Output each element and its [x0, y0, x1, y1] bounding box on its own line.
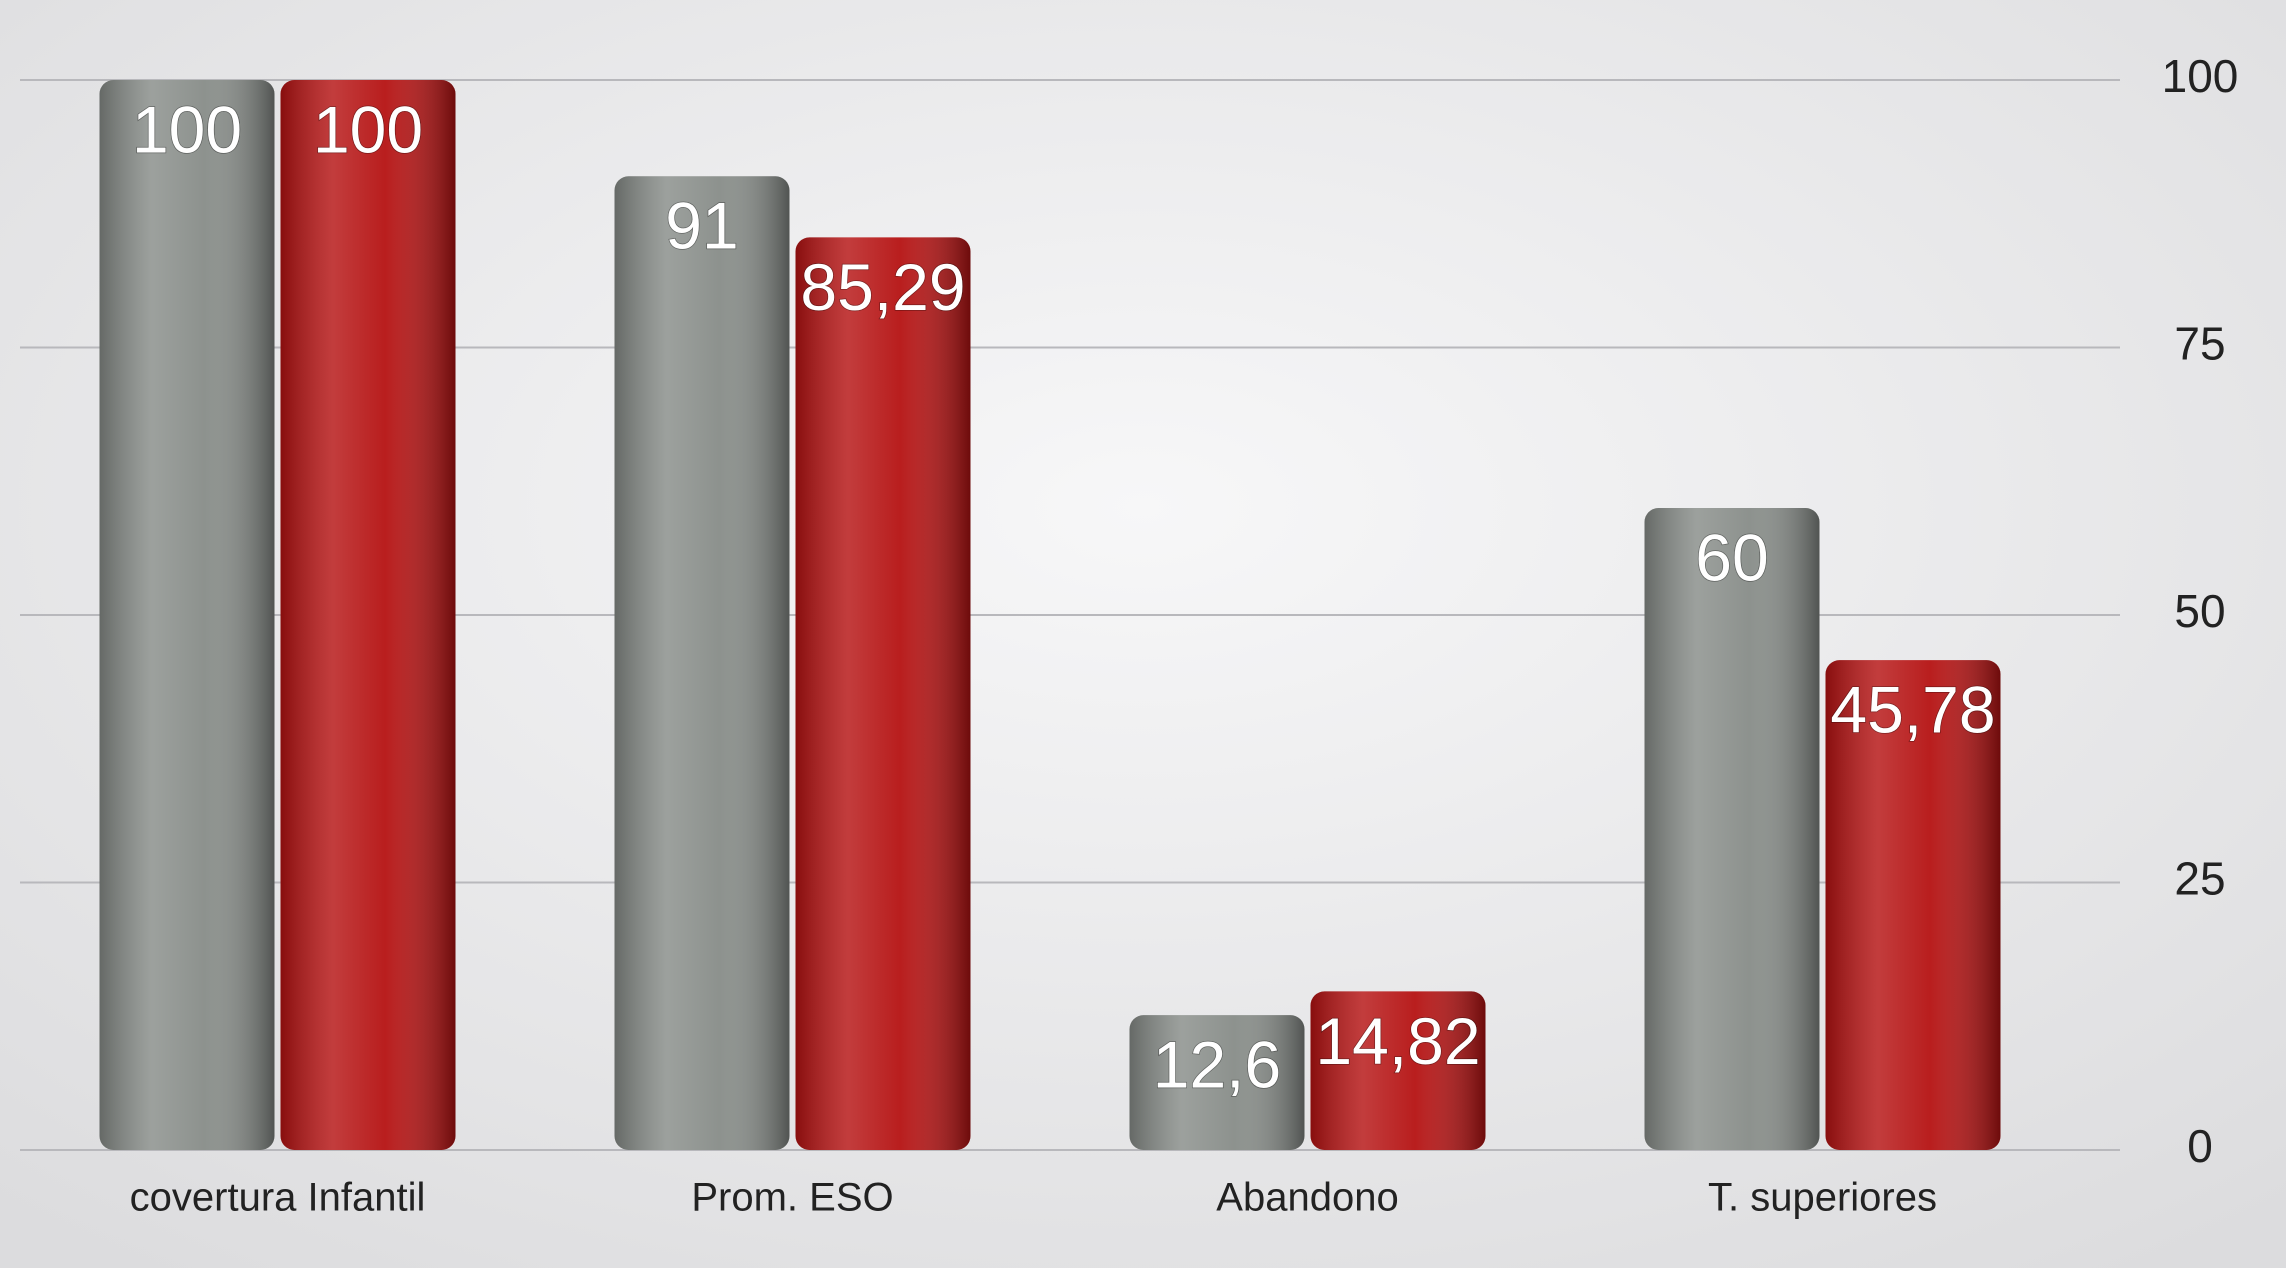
y-tick-label: 0 — [2187, 1120, 2213, 1172]
bar-shade — [795, 237, 971, 1151]
value-label: 14,82 — [1315, 1004, 1480, 1078]
y-tick-label: 75 — [2174, 318, 2225, 370]
bar-shade — [614, 176, 790, 1151]
value-label: 45,78 — [1830, 673, 1995, 747]
x-tick-label: T. superiores — [1708, 1176, 1937, 1220]
x-tick-label: Prom. ESO — [691, 1176, 893, 1220]
value-label: 85,29 — [800, 250, 965, 324]
x-tick-label: Abandono — [1216, 1176, 1398, 1220]
value-label: 12,6 — [1153, 1028, 1281, 1102]
value-label: 100 — [313, 92, 423, 166]
bar-shade — [1644, 508, 1820, 1150]
x-tick-label: covertura Infantil — [130, 1176, 426, 1220]
y-tick-label: 50 — [2174, 585, 2225, 637]
value-label: 100 — [132, 92, 242, 166]
value-label: 91 — [665, 189, 738, 263]
bar-shade — [1129, 1015, 1305, 1150]
y-tick-label: 100 — [2162, 50, 2239, 102]
y-tick-label: 25 — [2174, 853, 2225, 905]
value-label: 60 — [1695, 520, 1768, 594]
bar-shade — [280, 80, 456, 1150]
bar-shade — [99, 80, 275, 1150]
bar-shade — [1310, 991, 1486, 1150]
bar-shade — [1825, 660, 2001, 1150]
